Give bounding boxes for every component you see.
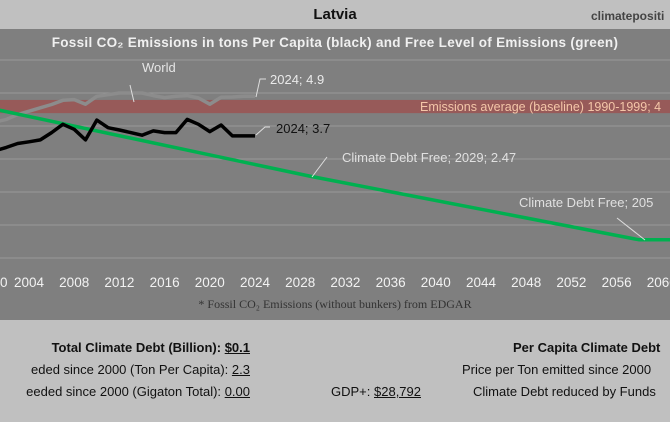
exceeded-ton-per-capita: eded since 2000 (Ton Per Capita): 2.3 xyxy=(31,362,250,377)
per-capita-climate-debt: Per Capita Climate Debt xyxy=(513,340,661,355)
free-level-label-1: Climate Debt Free; 2029; 2.47 xyxy=(342,150,516,165)
x-tick-label: 2052 xyxy=(556,275,586,290)
emissions-chart: Emissions average (baseline) 1990-1999; … xyxy=(0,59,670,290)
leader-line xyxy=(616,217,646,241)
title-bar: Latvia climatepositi xyxy=(0,0,670,29)
country-title: Latvia xyxy=(313,6,357,23)
gdp: GDP+: $28,792 xyxy=(331,384,421,399)
gdp-value[interactable]: $28,792 xyxy=(374,384,421,399)
x-tick-label: 2008 xyxy=(59,275,89,290)
chart-area xyxy=(0,29,670,320)
x-tick-label: 2048 xyxy=(511,275,541,290)
x-tick-label: 2044 xyxy=(466,275,497,290)
x-tick-label: 2060 xyxy=(647,275,670,290)
x-tick-label: 2024 xyxy=(240,275,271,290)
site-name: climatepositi xyxy=(591,9,665,23)
price-per-ton: Price per Ton emitted since 2000 xyxy=(462,362,652,377)
country-line xyxy=(0,117,255,152)
x-tick-label: 2036 xyxy=(376,275,406,290)
chart-title: Fossil CO₂ Emissions in tons Per Capita … xyxy=(51,35,619,50)
x-tick-label: 2056 xyxy=(602,275,632,290)
x-tick-label: 2012 xyxy=(104,275,134,290)
leader-line xyxy=(129,84,135,103)
x-tick-label: 2028 xyxy=(285,275,315,290)
exceeded-ton-value[interactable]: 2.3 xyxy=(231,362,250,377)
x-tick-label: 2020 xyxy=(195,275,225,290)
world-end-label: 2024; 4.9 xyxy=(270,72,324,87)
country-end-label: 2024; 3.7 xyxy=(276,121,330,136)
exceeded-gigaton-value[interactable]: 0.00 xyxy=(224,384,250,399)
leader-line xyxy=(255,126,270,136)
leader-line xyxy=(255,78,266,98)
free-level-label-2: Climate Debt Free; 205 xyxy=(519,195,653,210)
world-label: World xyxy=(142,60,176,75)
x-tick-label: 2032 xyxy=(330,275,360,290)
leader-line xyxy=(311,156,328,178)
x-tick-label: 2016 xyxy=(150,275,180,290)
baseline-label: Emissions average (baseline) 1990-1999; … xyxy=(420,100,661,114)
chart-footnote: * Fossil CO₂ Emissions (without bunkers)… xyxy=(198,297,472,311)
x-tick-label: 0 xyxy=(0,275,8,290)
baseline-band xyxy=(0,99,670,114)
free-level-line xyxy=(0,108,670,242)
x-tick-label: 2004 xyxy=(14,275,45,290)
world-line xyxy=(0,91,255,123)
total-climate-debt-value[interactable]: $0.1 xyxy=(224,340,250,355)
exceeded-gigaton-total: eeded since 2000 (Gigaton Total): 0.00 xyxy=(26,384,250,399)
x-tick-label: 2040 xyxy=(421,275,451,290)
debt-reduced-by-funds: Climate Debt reduced by Funds xyxy=(473,384,656,399)
total-climate-debt: Total Climate Debt (Billion): $0.1 xyxy=(51,340,250,355)
